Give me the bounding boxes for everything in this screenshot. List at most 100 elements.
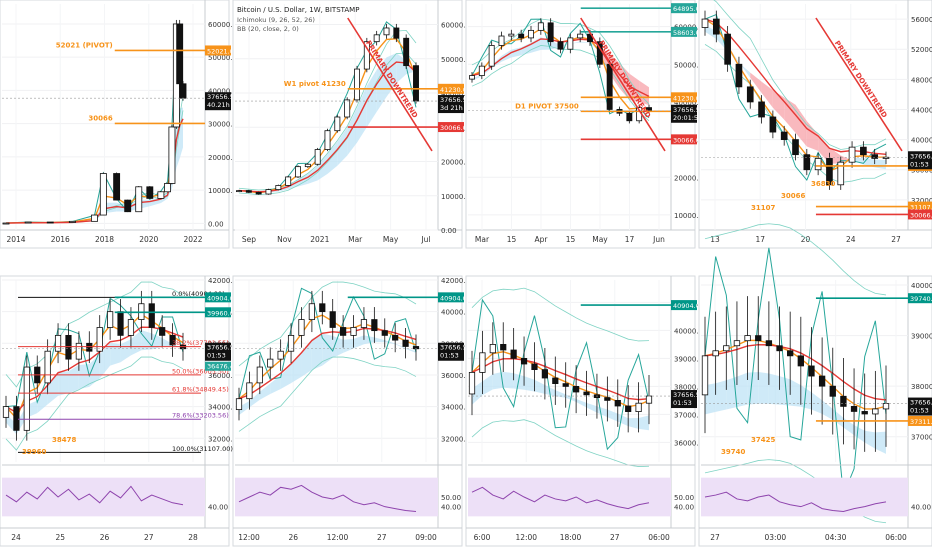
x-tick-label: 27 — [144, 533, 154, 542]
candle-body — [480, 353, 485, 373]
countdown: 3d 21h — [440, 104, 463, 112]
candle-body — [149, 304, 154, 328]
panel-2: 0.0010000.0020000.0030000.0040000.005000… — [233, 0, 474, 248]
candle-body — [246, 191, 251, 193]
ichimoku-cloud — [769, 373, 780, 404]
candle-body — [490, 344, 495, 352]
candle-body — [787, 351, 793, 356]
x-tick-label: Sep — [242, 235, 256, 244]
x-tick-label: 20 — [801, 235, 811, 244]
countdown: 01:53 — [207, 352, 226, 360]
panel-3: 10000.0020000.0030000.0040000.0050000.00… — [466, 0, 707, 248]
y-tick-label: 40000.00 — [911, 137, 932, 145]
candle-body — [177, 24, 183, 84]
ichimoku-cloud — [748, 372, 759, 405]
candle-body — [351, 327, 356, 335]
candle-body — [636, 403, 641, 411]
x-tick-label: 27 — [891, 235, 901, 244]
candle-body — [528, 30, 533, 38]
candle-body — [499, 36, 504, 45]
candle-body — [759, 102, 765, 117]
candle-body — [548, 23, 553, 42]
countdown: 20:01:53 — [673, 114, 702, 122]
countdown: 01:53 — [440, 352, 459, 360]
candle-body — [47, 222, 53, 223]
x-tick-label: 2022 — [183, 235, 202, 244]
y-tick-label: 0.00 — [208, 220, 224, 228]
x-tick-label: 26 — [100, 533, 110, 542]
fib-label: 61.8%(34849.45) — [172, 386, 229, 394]
candle-body — [615, 400, 620, 406]
fib-label: 78.6%(33203.56) — [172, 412, 229, 420]
candle-body — [781, 132, 787, 140]
candle-body — [584, 392, 589, 395]
rsi-tick-label: 40.00 — [208, 504, 228, 512]
candle-body — [247, 383, 252, 399]
candle-body — [97, 327, 102, 351]
candle-body — [91, 215, 97, 221]
candle-body — [164, 183, 170, 191]
candle-body — [236, 399, 241, 410]
panel-1: 0.0010000.0020000.0030000.0040000.005000… — [0, 0, 241, 248]
candle-body — [384, 28, 389, 35]
candle-body — [521, 358, 526, 364]
candle-body — [100, 174, 106, 216]
y-tick-label: 39000.00 — [911, 333, 932, 341]
candle-body — [702, 356, 708, 395]
y-tick-label: 56000.00 — [911, 16, 932, 24]
candle-body — [841, 396, 847, 406]
x-tick-label: Mar — [475, 235, 490, 244]
candle-body — [25, 222, 31, 223]
candle-body — [295, 167, 300, 177]
candle-body — [809, 366, 815, 376]
candle-body — [542, 370, 547, 378]
candle-body — [479, 66, 484, 75]
candle-body — [568, 38, 573, 49]
candle-body — [798, 356, 804, 366]
candle-body — [372, 320, 377, 331]
candle-body — [286, 177, 291, 186]
panel-frame — [699, 0, 932, 248]
candle-body — [815, 158, 821, 169]
panel-6: 32000.0034000.0036000.0038000.0040000.00… — [233, 276, 474, 546]
candle-body — [883, 404, 889, 409]
candle-body — [489, 45, 494, 66]
candle-body — [625, 406, 630, 412]
x-tick-label: 17 — [755, 235, 765, 244]
fib-label: 100.0%(31107.00) — [172, 445, 233, 453]
countdown: 01:53 — [910, 160, 929, 168]
candle-body — [180, 84, 186, 98]
candle-body — [872, 155, 878, 159]
candle-body — [114, 174, 120, 201]
candle-body — [713, 19, 719, 34]
candle-body — [736, 64, 742, 87]
y-tick-label: 38000.00 — [911, 383, 932, 391]
candle-body — [532, 364, 537, 370]
x-tick-label: Jun — [652, 235, 665, 244]
candle-body — [851, 406, 857, 411]
candle-body — [770, 117, 776, 132]
candle-body — [268, 359, 273, 367]
candle-body — [469, 76, 474, 80]
candle-body — [558, 42, 563, 50]
candle-body — [3, 407, 8, 418]
candle-body — [125, 200, 131, 212]
price-tag: 37656.50 — [910, 152, 932, 160]
candle-body — [76, 343, 81, 359]
candle-body — [724, 346, 730, 351]
candle-body — [404, 38, 409, 65]
candle-body — [413, 346, 418, 348]
x-tick-label: 06:00 — [648, 533, 670, 542]
ichimoku-cloud — [758, 372, 769, 404]
candle-body — [335, 117, 340, 131]
candle-body — [605, 398, 610, 401]
level-tag: 30066.00 — [910, 211, 932, 219]
y-tick-label: 40000.00 — [911, 282, 932, 290]
indicator-label: Ichimoku (9, 26, 52, 26) — [237, 16, 315, 24]
candle-body — [469, 372, 474, 394]
candle-body — [538, 23, 543, 31]
candle-body — [374, 35, 379, 42]
rsi-tick-label: 50.00 — [674, 494, 694, 502]
candle-body — [45, 351, 50, 383]
